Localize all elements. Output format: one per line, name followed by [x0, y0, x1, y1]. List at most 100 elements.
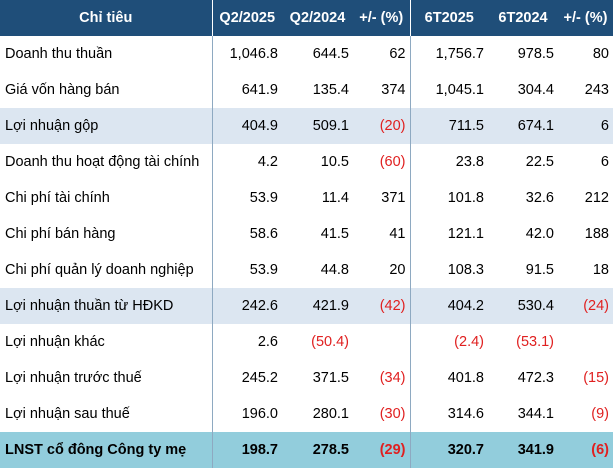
row-label: LNST cổ đông Công ty mẹ	[0, 432, 213, 468]
cell-value: 91.5	[525, 262, 554, 278]
row-label: Chi phí bán hàng	[0, 216, 213, 252]
cell-value: 101.8	[447, 190, 484, 206]
cell-value: 53.9	[249, 190, 278, 206]
cell-value: 108.3	[447, 262, 484, 278]
cell-value: 978.5	[517, 46, 554, 62]
row-label: Lợi nhuận trước thuế	[0, 360, 213, 396]
table-row: Lợi nhuận gộp 404.9 509.1 (20) 711.5 674.1 6	[0, 108, 613, 144]
cell-value: 135.4	[312, 82, 349, 98]
table-row: Doanh thu hoạt động tài chính 4.2 10.5 (60)…	[0, 144, 613, 180]
cell-value: 371.5	[312, 370, 349, 386]
cell-value: 4.2	[257, 154, 278, 170]
cell-value: 32.6	[525, 190, 554, 206]
cell-value: 2.6	[257, 334, 278, 350]
row-label: Lợi nhuận khác	[0, 324, 213, 360]
cell-value: 401.8	[447, 370, 484, 386]
cell-value: (29)	[353, 432, 411, 468]
header-6t2024: 6T2024	[488, 0, 558, 36]
cell-value: 53.9	[249, 262, 278, 278]
cell-value: 341.9	[488, 432, 558, 468]
cell-value: 242.6	[212, 288, 282, 324]
cell-value: 278.5	[282, 432, 353, 468]
cell-value: (53.1)	[516, 334, 554, 350]
header-6t-change: +/- (%)	[558, 0, 613, 36]
cell-value: 404.2	[410, 288, 488, 324]
cell-value: 212	[584, 190, 609, 206]
cell-value: (15)	[583, 370, 609, 386]
cell-value: 374	[353, 72, 411, 108]
table-row: Lợi nhuận sau thuế 196.0 280.1 (30) 314.6 344…	[0, 396, 613, 432]
cell-value: 421.9	[282, 288, 353, 324]
cell-value: 6	[600, 154, 609, 170]
cell-value: 344.1	[517, 406, 554, 422]
cell-value: 58.6	[249, 226, 278, 242]
cell-value: 23.8	[455, 154, 484, 170]
cell-value: 42.0	[525, 226, 554, 242]
cell-value: 509.1	[282, 108, 353, 144]
table-row: Lợi nhuận thuần từ HĐKD 242.6 421.9 (42) 404…	[0, 288, 613, 324]
row-label: Doanh thu thuần	[0, 36, 213, 72]
cell-value: (34)	[353, 360, 411, 396]
cell-value: 243	[584, 82, 609, 98]
cell-value: 1,045.1	[435, 82, 484, 98]
table-row: Chi phí bán hàng 58.6 41.5 41 121.1 42.0 188	[0, 216, 613, 252]
cell-value: (30)	[353, 396, 411, 432]
header-q-change: +/- (%)	[353, 0, 411, 36]
cell-value: 320.7	[410, 432, 488, 468]
table-row: Doanh thu thuần 1,046.8 644.5 62 1,756.7 978.…	[0, 36, 613, 72]
cell-value: (9)	[591, 406, 609, 422]
cell-value: 641.9	[241, 82, 278, 98]
cell-value: (42)	[353, 288, 411, 324]
table-row: Lợi nhuận trước thuế 245.2 371.5 (34) 401.8 4…	[0, 360, 613, 396]
cell-value	[353, 324, 411, 360]
cell-value: 304.4	[517, 82, 554, 98]
cell-value: 188	[584, 226, 609, 242]
header-6t2025: 6T2025	[410, 0, 488, 36]
header-q2-2024: Q2/2024	[282, 0, 353, 36]
cell-value: 472.3	[517, 370, 554, 386]
table-row: Lợi nhuận khác 2.6 (50.4) (2.4) (53.1)	[0, 324, 613, 360]
cell-value: 1,046.8	[229, 46, 278, 62]
cell-value: (24)	[558, 288, 613, 324]
row-label: Doanh thu hoạt động tài chính	[0, 144, 213, 180]
header-q2-2025: Q2/2025	[212, 0, 282, 36]
cell-value: 41	[353, 216, 411, 252]
cell-value: (6)	[558, 432, 613, 468]
cell-value: 198.7	[212, 432, 282, 468]
cell-value: 1,756.7	[435, 46, 484, 62]
cell-value: (60)	[353, 144, 411, 180]
cell-value: 41.5	[320, 226, 349, 242]
cell-value: 404.9	[212, 108, 282, 144]
cell-value: 44.8	[320, 262, 349, 278]
cell-value: 314.6	[447, 406, 484, 422]
cell-value: 674.1	[488, 108, 558, 144]
header-label: Chỉ tiêu	[0, 0, 213, 36]
cell-value: 11.4	[321, 190, 349, 206]
cell-value: 22.5	[525, 154, 554, 170]
row-label: Lợi nhuận gộp	[0, 108, 213, 144]
table-row: LNST cổ đông Công ty mẹ 198.7 278.5 (29) 320…	[0, 432, 613, 468]
cell-value: 196.0	[241, 406, 278, 422]
cell-value: 6	[558, 108, 613, 144]
table-row: Chi phí quản lý doanh nghiệp 53.9 44.8 20 10…	[0, 252, 613, 288]
table-row: Chi phí tài chính 53.9 11.4 371 101.8 32.6 212	[0, 180, 613, 216]
cell-value: 644.5	[312, 46, 349, 62]
cell-value: 62	[353, 36, 411, 72]
table-header-row: Chỉ tiêu Q2/2025 Q2/2024 +/- (%) 6T2025 …	[0, 0, 613, 36]
cell-value	[558, 324, 613, 360]
row-label: Lợi nhuận thuần từ HĐKD	[0, 288, 213, 324]
cell-value: 280.1	[312, 406, 349, 422]
cell-value: 530.4	[488, 288, 558, 324]
cell-value: 371	[353, 180, 411, 216]
cell-value: (20)	[353, 108, 411, 144]
row-label: Lợi nhuận sau thuế	[0, 396, 213, 432]
table-row: Giá vốn hàng bán 641.9 135.4 374 1,045.1 304.…	[0, 72, 613, 108]
cell-value: 10.5	[320, 154, 349, 170]
cell-value: (2.4)	[454, 334, 484, 350]
cell-value: 18	[592, 262, 609, 278]
cell-value: (50.4)	[311, 334, 349, 350]
row-label: Chi phí tài chính	[0, 180, 213, 216]
row-label: Chi phí quản lý doanh nghiệp	[0, 252, 213, 288]
cell-value: 245.2	[241, 370, 278, 386]
